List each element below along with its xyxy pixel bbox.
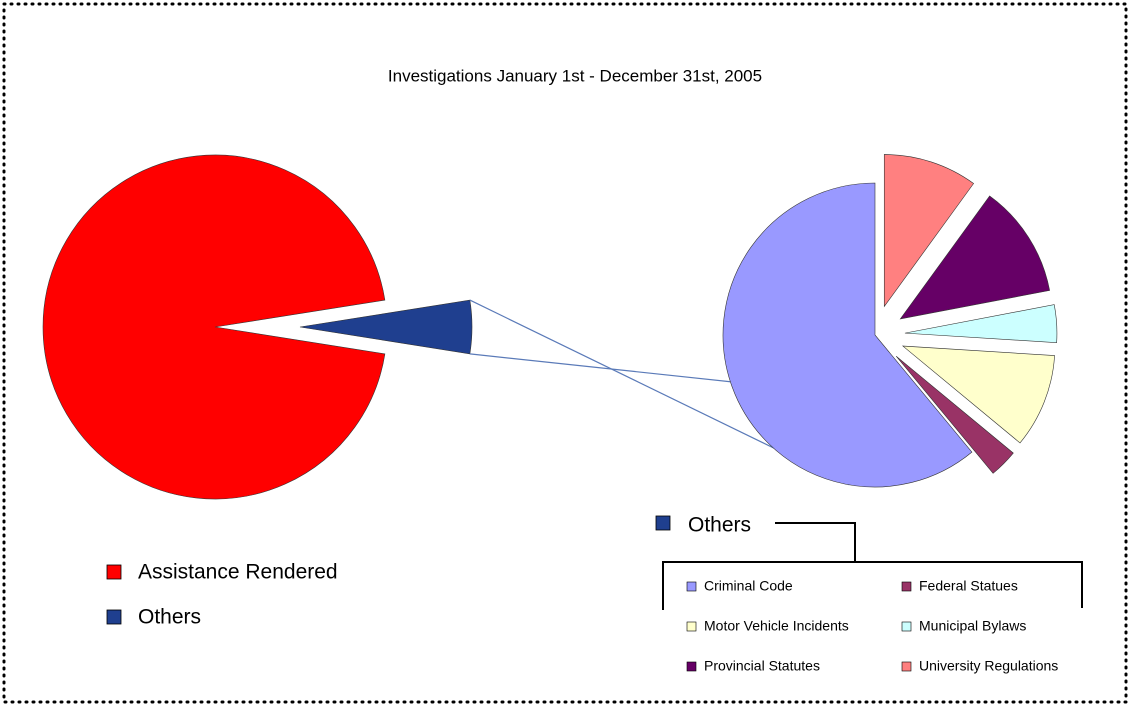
pie-slice (904, 304, 1058, 343)
legend-swatch (106, 609, 122, 625)
legend-swatch (655, 515, 671, 531)
chart-title: Investigations January 1st - December 31… (388, 66, 762, 85)
legend-bracket (662, 522, 1083, 610)
legend-label: Municipal Bylaws (919, 618, 1026, 634)
legend-label: Motor Vehicle Incidents (704, 618, 849, 634)
legend-swatch (901, 661, 912, 672)
pie-slice (883, 154, 975, 308)
legend-label: Others (688, 514, 751, 537)
legend-swatch (901, 621, 912, 632)
pie-slice (42, 154, 386, 500)
pie-slice (901, 345, 1055, 444)
legend-swatch (686, 661, 697, 672)
legend-swatch (901, 581, 912, 592)
legend-label: Criminal Code (704, 578, 793, 594)
legend-label: Federal Statues (919, 578, 1018, 594)
legend-swatch (686, 621, 697, 632)
legend-label: Provincial Statutes (704, 658, 820, 674)
legend-swatch (106, 564, 122, 580)
connector-line (469, 353, 731, 383)
legend-label: Assistance Rendered (138, 561, 338, 584)
legend-label: Others (138, 606, 201, 629)
pie-slice (895, 355, 1014, 474)
legend-label: University Regulations (919, 658, 1058, 674)
legend-swatch (686, 581, 697, 592)
pie-slice (899, 195, 1050, 320)
pie-slice (722, 182, 973, 488)
